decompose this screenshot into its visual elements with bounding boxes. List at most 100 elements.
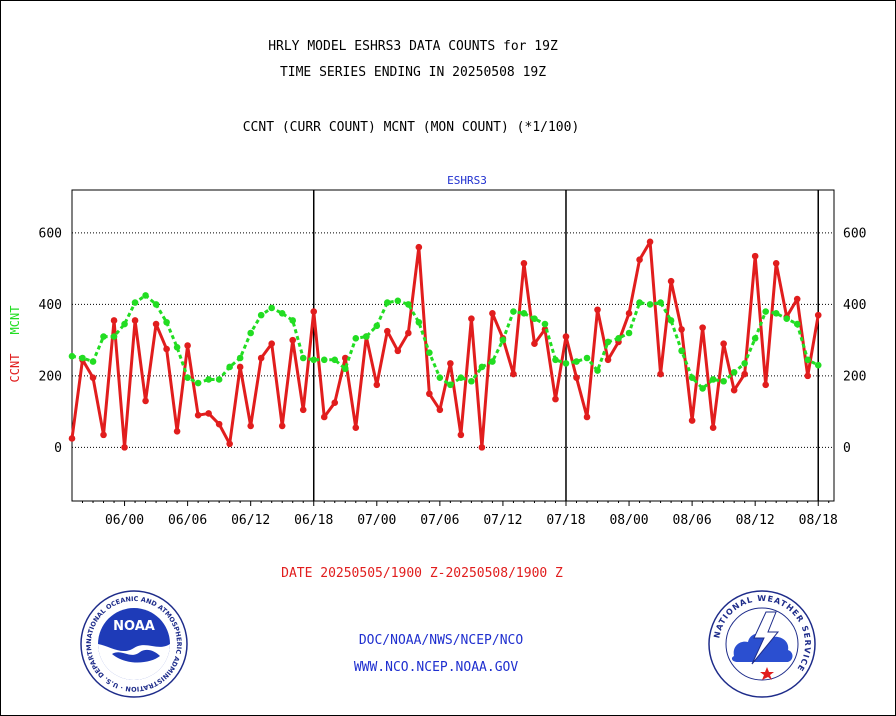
data-point-mcnt <box>615 335 622 342</box>
data-point-mcnt <box>447 381 454 389</box>
data-point-mcnt <box>247 329 254 337</box>
y-tick-label-left: 400 <box>39 298 62 313</box>
data-point-mcnt <box>163 318 170 326</box>
data-point-ccnt <box>205 410 212 417</box>
data-point-ccnt <box>436 406 444 414</box>
data-point-mcnt <box>436 374 444 381</box>
data-point-mcnt <box>268 304 275 312</box>
data-point-mcnt <box>510 308 517 315</box>
data-point-mcnt <box>646 301 654 308</box>
y-tick-label-right: 0 <box>843 441 851 456</box>
data-point-ccnt <box>384 327 391 335</box>
data-point-ccnt <box>278 422 286 430</box>
data-point-ccnt <box>226 440 233 448</box>
data-point-mcnt <box>68 352 76 360</box>
data-point-mcnt <box>257 311 265 319</box>
data-point-mcnt <box>184 374 191 381</box>
data-point-mcnt <box>783 315 791 322</box>
data-point-ccnt <box>604 356 612 364</box>
data-point-mcnt <box>299 354 307 362</box>
x-tick-label: 07/12 <box>483 513 522 528</box>
data-point-ccnt <box>247 422 254 430</box>
data-point-ccnt <box>268 340 275 348</box>
x-tick-label: 07/00 <box>357 513 396 528</box>
data-point-mcnt <box>531 315 538 322</box>
y-tick-label-left: 600 <box>39 226 62 241</box>
data-point-ccnt <box>688 417 696 424</box>
data-point-ccnt <box>152 320 160 328</box>
data-point-mcnt <box>394 297 402 305</box>
data-point-ccnt <box>699 324 706 331</box>
y-tick-label-right: 600 <box>843 226 866 241</box>
data-point-ccnt <box>415 243 423 251</box>
data-point-mcnt <box>131 299 139 306</box>
data-point-ccnt <box>489 310 496 317</box>
data-point-ccnt <box>573 374 580 381</box>
data-point-mcnt <box>772 310 780 317</box>
data-point-ccnt <box>373 381 381 389</box>
data-point-ccnt <box>457 431 465 439</box>
data-point-mcnt <box>604 338 612 346</box>
data-point-mcnt <box>215 376 223 383</box>
y-tick-label-left: 0 <box>54 441 62 456</box>
x-tick-label: 08/12 <box>736 513 775 528</box>
data-point-mcnt <box>310 356 318 364</box>
chart-subtitle: CCNT (CURR COUNT) MCNT (MON COUNT) (*1/1… <box>242 120 580 135</box>
data-point-ccnt <box>709 424 717 432</box>
data-point-ccnt <box>751 252 759 260</box>
data-point-mcnt <box>226 363 233 371</box>
chart-title-line1: HRLY MODEL ESHRS3 DATA COUNTS for 19Z <box>268 39 558 54</box>
data-point-ccnt <box>352 424 360 432</box>
data-point-mcnt <box>362 333 370 340</box>
data-point-ccnt <box>478 444 486 451</box>
x-tick-label: 08/06 <box>673 513 712 528</box>
chart-title-line2: TIME SERIES ENDING IN 20250508 19Z <box>279 65 547 80</box>
data-point-mcnt <box>457 374 465 381</box>
ylabel-ccnt: CCNT <box>8 354 22 383</box>
data-point-ccnt <box>89 374 97 381</box>
data-point-ccnt <box>510 370 517 378</box>
data-point-ccnt <box>299 406 307 414</box>
data-point-ccnt <box>468 315 475 322</box>
noaa-logo: NATIONAL OCEANIC AND ATMOSPHERIC ADMINIS… <box>80 590 188 698</box>
data-point-ccnt <box>163 345 170 353</box>
x-tick-label: 08/00 <box>609 513 648 528</box>
data-point-mcnt <box>583 354 591 362</box>
x-tick-label: 06/00 <box>105 513 144 528</box>
data-point-mcnt <box>499 336 507 344</box>
data-point-mcnt <box>320 356 328 364</box>
series-line-ccnt <box>70 240 820 449</box>
data-point-mcnt <box>278 310 286 317</box>
data-point-mcnt <box>678 347 685 355</box>
data-point-mcnt <box>751 335 759 342</box>
data-point-ccnt <box>68 435 76 442</box>
data-point-ccnt <box>562 333 570 340</box>
data-point-mcnt <box>194 379 202 387</box>
series-line-mcnt <box>71 293 819 390</box>
nws-logo: NATIONAL WEATHER SERVICE <box>708 590 816 698</box>
data-point-mcnt <box>289 317 297 324</box>
data-point-ccnt <box>804 372 812 380</box>
data-point-mcnt <box>352 335 360 342</box>
data-point-mcnt <box>625 329 633 337</box>
data-point-mcnt <box>699 385 706 392</box>
data-point-mcnt <box>541 320 549 328</box>
data-point-ccnt <box>131 317 139 324</box>
data-point-mcnt <box>730 369 738 376</box>
data-point-mcnt <box>562 360 570 367</box>
data-point-mcnt <box>594 367 601 374</box>
data-point-ccnt <box>426 390 433 398</box>
data-point-ccnt <box>583 413 591 421</box>
data-point-mcnt <box>636 299 643 306</box>
data-point-ccnt <box>289 336 297 344</box>
data-point-mcnt <box>667 317 675 324</box>
data-point-ccnt <box>625 310 633 317</box>
data-point-ccnt <box>720 340 727 348</box>
data-point-ccnt <box>110 317 118 324</box>
data-point-ccnt <box>331 399 339 406</box>
data-point-mcnt <box>478 363 486 371</box>
x-tick-label: 08/18 <box>799 513 838 528</box>
data-point-mcnt <box>489 358 496 365</box>
data-point-mcnt <box>426 349 433 356</box>
